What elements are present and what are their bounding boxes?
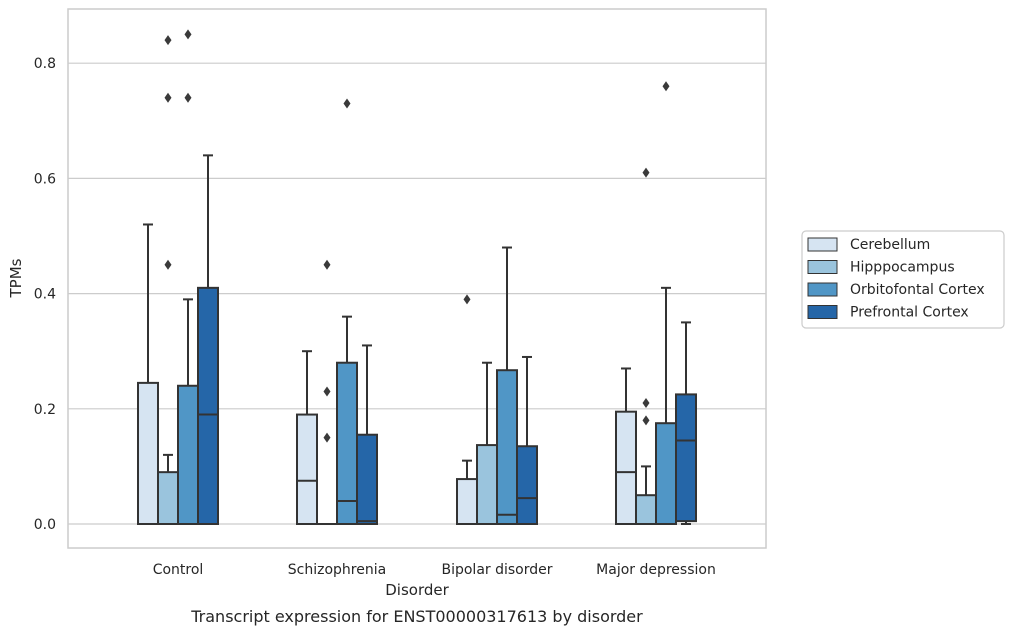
- legend-entry: Orbitofontal Cortex: [850, 282, 985, 298]
- outlier-point: [323, 432, 331, 443]
- outlier-point: [323, 386, 331, 397]
- legend-swatch: [807, 237, 838, 252]
- y-tick-label: 0.6: [34, 171, 56, 187]
- y-tick-label: 0.0: [34, 517, 56, 533]
- box-group: [157, 35, 179, 526]
- outlier-point: [662, 81, 670, 92]
- box-group: [356, 344, 378, 525]
- box-rect: [635, 494, 657, 526]
- y-tick-label: 0.8: [34, 56, 56, 72]
- box-rect: [177, 384, 199, 526]
- box-rect: [675, 393, 697, 523]
- box-group: [516, 355, 538, 525]
- box-group: [316, 259, 338, 526]
- x-tick-label: Bipolar disorder: [441, 562, 552, 578]
- outlier-point: [184, 92, 192, 103]
- box-rect: [615, 410, 637, 525]
- box-rect: [336, 361, 358, 525]
- box-group: [456, 294, 478, 525]
- x-tick-label: Schizophrenia: [288, 562, 386, 578]
- box-group: [336, 98, 358, 525]
- box-group: [177, 29, 199, 526]
- box-rect: [476, 444, 498, 526]
- y-axis-label: TPMs: [7, 258, 25, 298]
- outlier-point: [343, 98, 351, 109]
- box-rect: [496, 369, 518, 526]
- box-group: [635, 167, 657, 526]
- y-tick-label: 0.2: [34, 402, 56, 418]
- legend-swatch: [807, 260, 838, 274]
- box-rect: [137, 381, 159, 525]
- x-axis-label: Disorder: [385, 581, 449, 599]
- box-marks: [137, 29, 697, 526]
- outlier-point: [164, 35, 172, 46]
- box-rect: [356, 433, 378, 525]
- legend-box: [801, 230, 1005, 329]
- outlier-point: [463, 294, 471, 305]
- box-rect: [655, 422, 677, 526]
- box-rect: [516, 445, 538, 525]
- x-tick-labels: Control Schizophrenia Bipolar disorder Majo…: [153, 562, 716, 578]
- legend-entry: Cerebellum: [850, 237, 930, 253]
- legend-entry: Hipppocampus: [850, 260, 955, 276]
- plot-frame: [67, 8, 767, 549]
- legend-swatch: [807, 305, 838, 319]
- box-group: [675, 321, 697, 525]
- box-group: [296, 350, 318, 525]
- x-tick-label: Control: [153, 562, 204, 578]
- outlier-point: [642, 167, 650, 178]
- box-rect: [197, 286, 219, 525]
- legend: Cerebellum Hipppocampus Orbitofontal Corte…: [801, 230, 1005, 329]
- box-rect: [456, 478, 478, 525]
- outlier-point: [642, 415, 650, 426]
- legend-entry: Prefrontal Cortex: [850, 305, 969, 321]
- box-rect: [296, 413, 318, 525]
- box-group: [496, 246, 518, 526]
- chart-caption: Transcript expression for ENST0000031761…: [190, 607, 643, 626]
- outlier-point: [323, 259, 331, 270]
- outlier-point: [184, 29, 192, 40]
- box-group: [615, 367, 637, 525]
- box-group: [197, 154, 219, 525]
- box-group: [137, 223, 159, 525]
- outlier-point: [642, 398, 650, 409]
- outlier-point: [164, 92, 172, 103]
- box-group: [655, 81, 677, 526]
- box-rect: [157, 471, 179, 526]
- y-tick-label: 0.4: [34, 287, 56, 303]
- y-tick-labels: 0.0 0.2 0.4 0.6 0.8: [34, 56, 56, 533]
- legend-swatch: [807, 282, 838, 297]
- outlier-point: [164, 259, 172, 270]
- box-group: [476, 361, 498, 526]
- x-tick-label: Major depression: [596, 562, 716, 578]
